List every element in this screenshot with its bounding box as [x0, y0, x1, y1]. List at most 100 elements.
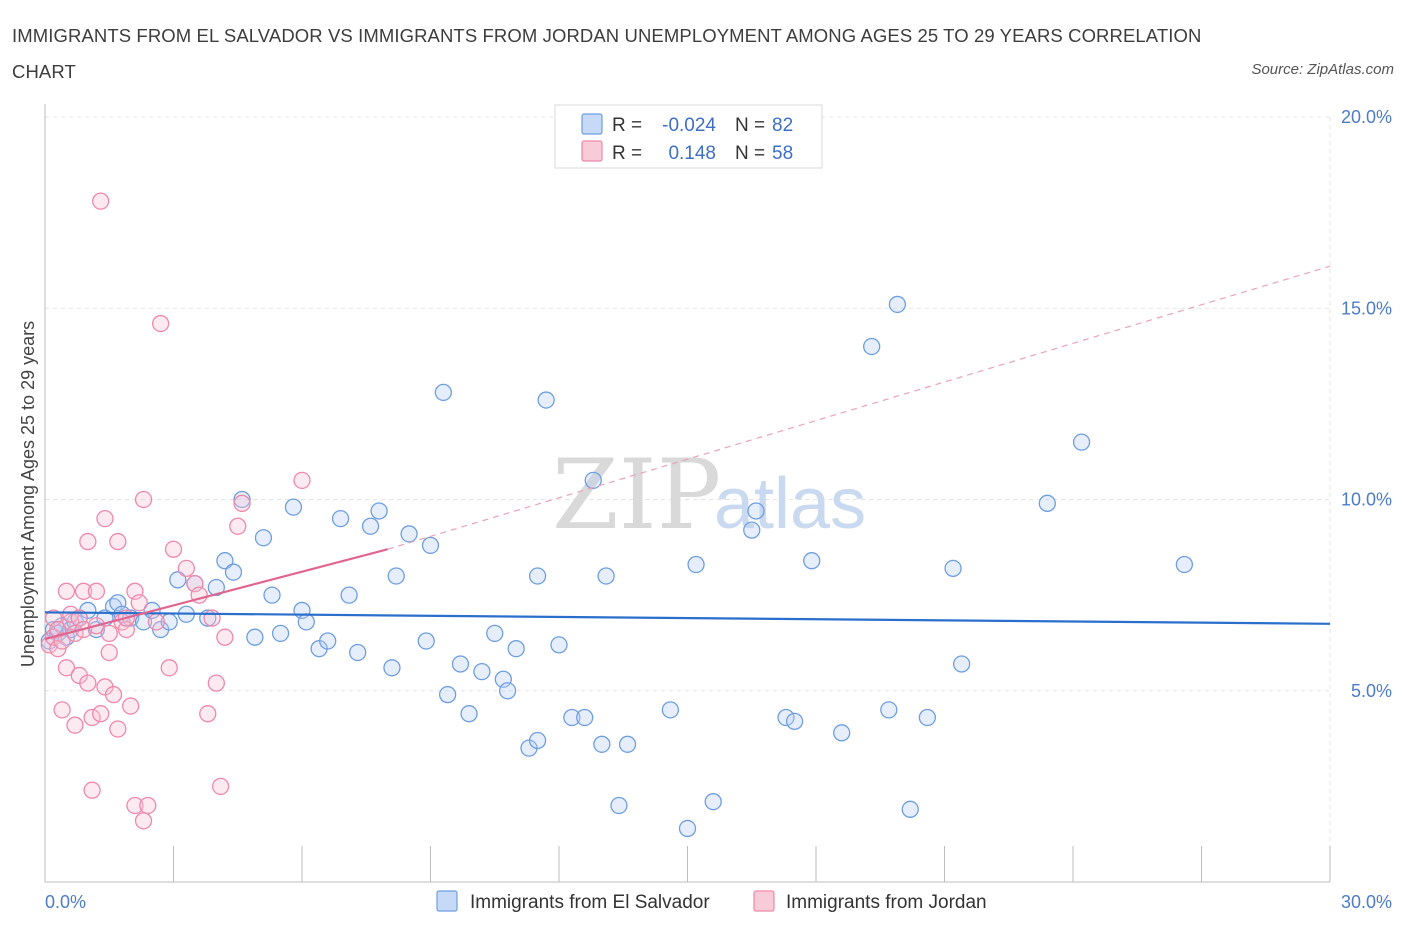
jordan-point-11: [66, 716, 84, 734]
el-salvador-point-86: [1175, 555, 1194, 574]
legend-swatch-el-salvador: [581, 113, 603, 135]
jordan-point-23: [92, 705, 110, 723]
jordan-point-44: [160, 659, 178, 677]
trend-line-el-salvador: [44, 611, 1331, 625]
jordan-point-53: [216, 628, 234, 646]
el-salvador-point-69: [687, 555, 705, 574]
jordan-point-38: [130, 594, 148, 612]
jordan-point-19: [83, 708, 101, 727]
chart-title: IMMIGRANTS FROM EL SALVADOR VS IMMIGRANT…: [12, 25, 1202, 82]
series-jordan-points: [40, 192, 311, 830]
jordan-point-29: [104, 685, 123, 704]
el-salvador-point-23: [207, 578, 225, 597]
el-salvador-point-44: [417, 632, 435, 650]
y-axis-label: Unemployment Among Ages 25 to 29 years: [18, 321, 38, 667]
el-salvador-point-77: [863, 337, 881, 356]
el-salvador-point-48: [451, 655, 470, 673]
jordan-point-43: [151, 314, 170, 333]
jordan-point-10: [62, 605, 80, 623]
jordan-point-27: [100, 643, 118, 662]
el-salvador-point-19: [169, 571, 187, 589]
trend-line-jordan: [44, 548, 388, 641]
el-salvador-point-43: [400, 525, 418, 543]
el-salvador-point-64: [597, 567, 615, 585]
jordan-point-25: [96, 509, 114, 528]
el-salvador-point-61: [576, 708, 594, 727]
el-salvador-point-51: [486, 624, 504, 643]
el-salvador-point-49: [460, 705, 478, 723]
el-salvador-point-70: [704, 793, 722, 811]
el-salvador-point-74: [785, 712, 804, 730]
y-tick-label-2: 15.0%: [1341, 298, 1392, 318]
legend-r-label-1: R =: [612, 115, 642, 136]
el-salvador-point-66: [618, 735, 637, 753]
el-salvador-point-71: [743, 521, 761, 539]
el-salvador-point-79: [888, 295, 907, 314]
y-tick-label-0: 5.0%: [1351, 681, 1392, 701]
jordan-point-18: [79, 674, 97, 692]
legend-n-label-1: N =: [735, 115, 765, 136]
el-salvador-point-31: [284, 498, 303, 516]
legend-r-value-1: -0.024: [662, 115, 716, 136]
y-tick-labels: 5.0% 10.0% 15.0% 20.0%: [1341, 107, 1392, 701]
jordan-point-55: [233, 494, 251, 512]
el-salvador-point-54: [507, 640, 525, 658]
watermark-zip: ZIP: [552, 439, 721, 551]
el-salvador-point-68: [678, 819, 697, 838]
el-salvador-point-85: [1072, 433, 1091, 451]
el-salvador-point-33: [297, 613, 315, 631]
jordan-point-8: [57, 582, 76, 600]
jordan-point-6: [53, 632, 71, 650]
el-salvador-point-73: [777, 708, 795, 727]
legend-n-label-2: N =: [735, 143, 765, 164]
jordan-point-51: [207, 674, 225, 692]
jordan-point-40: [134, 812, 153, 830]
el-salvador-point-80: [901, 800, 919, 818]
jordan-point-45: [164, 540, 183, 558]
el-salvador-point-37: [340, 586, 358, 604]
source-credit: Source: ZipAtlas.com: [1251, 61, 1394, 78]
el-salvador-point-81: [918, 708, 937, 727]
el-salvador-point-24: [216, 552, 234, 570]
jordan-point-42: [147, 613, 166, 631]
el-salvador-point-76: [833, 724, 851, 742]
jordan-point-21: [87, 582, 106, 600]
el-salvador-point-42: [387, 567, 405, 585]
legend-n-value-1: 82: [772, 115, 793, 136]
axes: [44, 104, 1331, 883]
x-tick-label-0: 0.0%: [45, 892, 86, 912]
el-salvador-point-25: [224, 563, 243, 581]
bottom-legend-swatch-el-salvador: [436, 890, 458, 912]
jordan-point-52: [211, 777, 230, 796]
x-tick-label-30: 30.0%: [1341, 892, 1392, 912]
el-salvador-point-47: [438, 685, 457, 704]
el-salvador-point-41: [383, 659, 401, 677]
jordan-point-37: [126, 796, 144, 815]
legend-r-label-2: R =: [612, 143, 642, 164]
jordan-point-54: [229, 517, 247, 535]
el-salvador-point-27: [246, 628, 264, 646]
watermark: ZIP atlas: [552, 439, 866, 551]
el-salvador-point-28: [254, 529, 273, 547]
legend-n-value-2: 58: [772, 143, 793, 164]
el-salvador-point-30: [271, 624, 290, 643]
el-salvador-point-50: [473, 662, 491, 681]
jordan-point-17: [79, 532, 97, 551]
el-salvador-point-38: [349, 643, 367, 662]
el-salvador-point-58: [537, 391, 555, 409]
el-salvador-point-60: [563, 708, 581, 727]
el-salvador-point-45: [421, 536, 440, 555]
bottom-legend-label-jordan: Immigrants from Jordan: [786, 892, 987, 913]
jordan-point-5: [53, 701, 71, 719]
jordan-point-20: [83, 781, 101, 799]
el-salvador-point-35: [319, 632, 337, 650]
legend-swatch-jordan: [581, 140, 603, 162]
jordan-point-41: [139, 796, 157, 815]
series-el-salvador-points: [40, 295, 1194, 838]
el-salvador-point-72: [747, 502, 765, 520]
el-salvador-point-56: [528, 731, 547, 750]
trend-lines: [44, 265, 1331, 641]
el-salvador-point-40: [370, 502, 388, 520]
jordan-point-24: [92, 192, 110, 210]
